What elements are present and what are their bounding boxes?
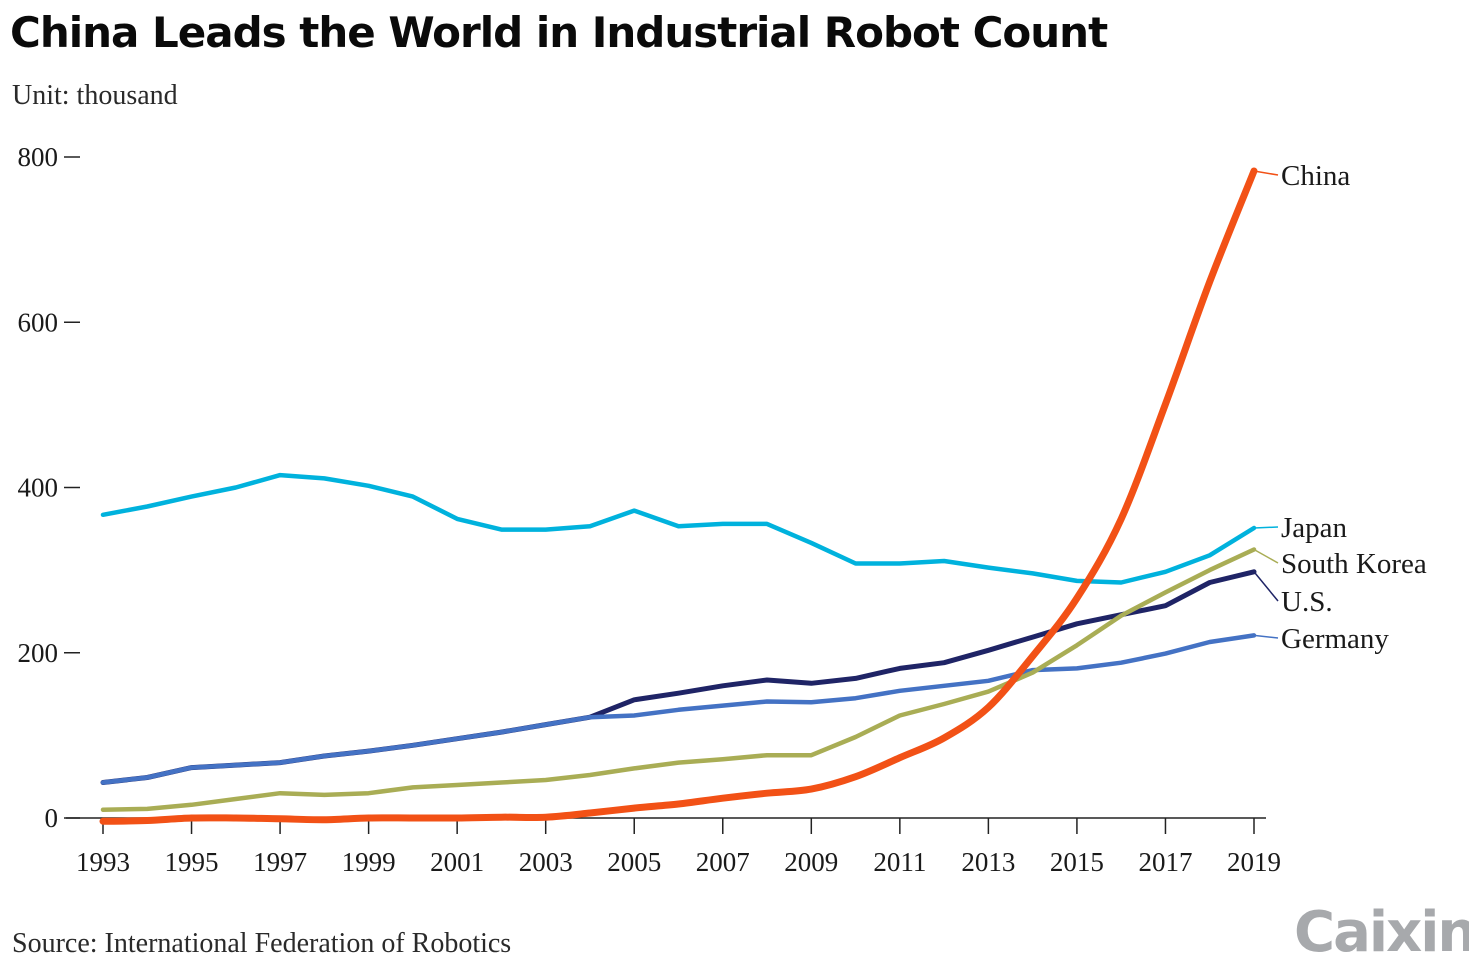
y-tick-label: 600 xyxy=(18,307,59,337)
x-tick-label: 2001 xyxy=(430,847,484,877)
y-tick-label: 800 xyxy=(18,142,59,172)
x-tick-label: 2011 xyxy=(873,847,926,877)
x-tick-label: 2017 xyxy=(1138,847,1192,877)
x-tick-label: 1999 xyxy=(342,847,396,877)
legend-label-south-korea: South Korea xyxy=(1281,548,1427,580)
brand-logo: Caixin xyxy=(1294,900,1469,965)
x-tick-label: 1995 xyxy=(165,847,219,877)
legend-label-japan: Japan xyxy=(1281,512,1348,544)
legend-label-germany: Germany xyxy=(1281,623,1389,655)
source-note: Source: International Federation of Robo… xyxy=(12,928,512,959)
y-tick-label: 400 xyxy=(18,473,59,503)
chart-title: China Leads the World in Industrial Robo… xyxy=(10,8,1108,57)
x-tick-label: 1993 xyxy=(76,847,130,877)
legend-leader-china xyxy=(1253,170,1279,176)
axes: 0 200 400 600 800 1993 1995 1997 1999 2001 2003 200… xyxy=(18,142,1282,877)
chart-subtitle: Unit: thousand xyxy=(12,80,178,111)
x-tick-label: 2009 xyxy=(784,847,838,877)
y-tick-label: 0 xyxy=(45,803,59,833)
legend: Japan U.S. Germany South Korea China xyxy=(1253,160,1427,655)
legend-leader-japan xyxy=(1253,526,1279,529)
x-tick-label: 2013 xyxy=(961,847,1015,877)
series-line-south-korea xyxy=(100,547,1257,812)
legend-leader-south-korea xyxy=(1253,548,1279,564)
legend-leader-u-s xyxy=(1253,571,1279,602)
x-tick-label: 2007 xyxy=(696,847,750,877)
x-tick-label: 1997 xyxy=(253,847,307,877)
legend-label-u-s: U.S. xyxy=(1281,586,1333,618)
series-line-germany xyxy=(100,633,1257,785)
x-tick-label: 2019 xyxy=(1227,847,1281,877)
series-line-japan xyxy=(100,472,1257,585)
y-tick-label: 200 xyxy=(18,638,59,668)
legend-label-china: China xyxy=(1281,160,1350,192)
x-tick-label: 2003 xyxy=(519,847,573,877)
series-line-china xyxy=(99,167,1258,825)
legend-leader-germany xyxy=(1253,634,1279,639)
series-line-u-s xyxy=(100,569,1257,785)
series-layer xyxy=(99,167,1258,825)
x-tick-label: 2005 xyxy=(607,847,661,877)
x-tick-label: 2015 xyxy=(1050,847,1104,877)
